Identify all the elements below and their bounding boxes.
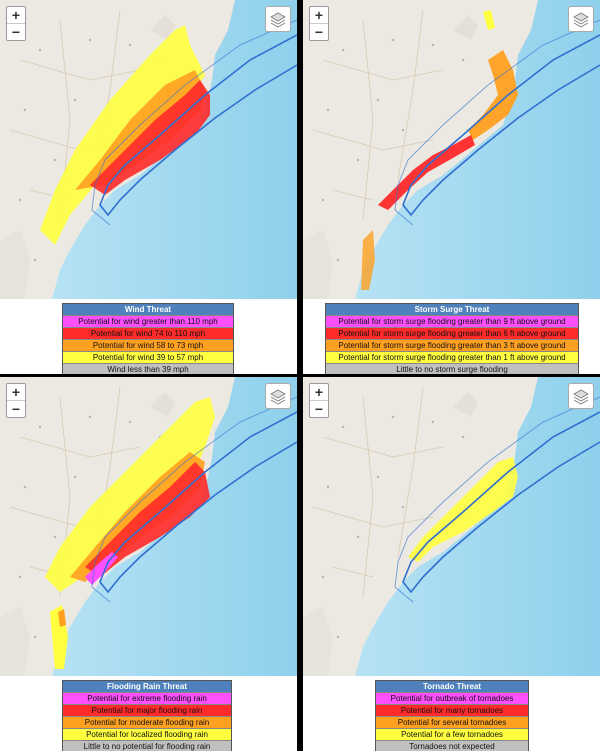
tornado-threat-panel: + − Tornado Threat Potential for outbrea…	[303, 377, 600, 751]
legend-row-none: Little to no potential for flooding rain	[63, 740, 231, 751]
layers-button[interactable]	[568, 383, 594, 409]
legend-row-moderate: Potential for moderate flooding rain	[63, 716, 231, 728]
legend-title: Tornado Threat	[376, 681, 528, 692]
wind-zoom-control: + −	[6, 6, 26, 41]
legend-row-extreme: Potential for wind greater than 110 mph	[63, 315, 233, 327]
tornado-legend: Tornado Threat Potential for outbreak of…	[303, 676, 600, 751]
legend-row-high: Potential for major flooding rain	[63, 704, 231, 716]
legend-title: Storm Surge Threat	[326, 304, 578, 315]
legend-row-elevated: Potential for wind 39 to 57 mph	[63, 351, 233, 363]
legend-row-moderate: Potential for storm surge flooding great…	[326, 339, 578, 351]
legend-row-moderate: Potential for wind 58 to 73 mph	[63, 339, 233, 351]
legend-row-high: Potential for wind 74 to 110 mph	[63, 327, 233, 339]
surge-zoom-control: + −	[309, 6, 329, 41]
legend-row-extreme: Potential for outbreak of tornadoes	[376, 692, 528, 704]
storm-surge-threat-panel: + − Storm Surge Threat Potential for sto…	[303, 0, 600, 374]
wind-legend-table: Wind Threat Potential for wind greater t…	[62, 303, 234, 374]
zoom-in-button[interactable]: +	[11, 384, 21, 400]
surge-map-canvas	[303, 0, 600, 299]
surge-legend: Storm Surge Threat Potential for storm s…	[303, 299, 600, 374]
rain-yellow-zone	[45, 397, 215, 592]
surge-red-zone	[378, 135, 475, 210]
surge-map[interactable]: + −	[303, 0, 600, 299]
rain-map[interactable]: + −	[0, 377, 297, 676]
zoom-out-button[interactable]: −	[7, 400, 25, 417]
wind-legend: Wind Threat Potential for wind greater t…	[0, 299, 297, 374]
legend-row-extreme: Potential for extreme flooding rain	[63, 692, 231, 704]
rain-south-orange	[58, 609, 66, 627]
legend-row-elevated: Potential for a few tornadoes	[376, 728, 528, 740]
rain-map-canvas	[0, 377, 297, 676]
layers-icon	[270, 12, 286, 28]
wind-red-zone	[90, 80, 210, 195]
layers-button[interactable]	[265, 383, 291, 409]
legend-row-none: Little to no storm surge flooding	[326, 363, 578, 374]
legend-row-elevated: Potential for localized flooding rain	[63, 728, 231, 740]
legend-row-moderate: Potential for several tornadoes	[376, 716, 528, 728]
wind-map[interactable]: + −	[0, 0, 297, 299]
layers-button[interactable]	[265, 6, 291, 32]
zoom-in-button[interactable]: +	[314, 7, 324, 23]
legend-title: Flooding Rain Threat	[63, 681, 231, 692]
zoom-in-button[interactable]: +	[314, 384, 324, 400]
legend-row-extreme: Potential for storm surge flooding great…	[326, 315, 578, 327]
zoom-in-button[interactable]: +	[11, 7, 21, 23]
zoom-out-button[interactable]: −	[310, 23, 328, 40]
rain-legend-table: Flooding Rain Threat Potential for extre…	[62, 680, 232, 751]
layers-icon	[573, 12, 589, 28]
wind-map-canvas	[0, 0, 297, 299]
surge-legend-table: Storm Surge Threat Potential for storm s…	[325, 303, 579, 374]
flooding-rain-threat-panel: + − Flooding Rain Threat Potential for e…	[0, 377, 297, 751]
legend-row-high: Potential for storm surge flooding great…	[326, 327, 578, 339]
legend-row-high: Potential for many tornadoes	[376, 704, 528, 716]
layers-button[interactable]	[568, 6, 594, 32]
rain-legend: Flooding Rain Threat Potential for extre…	[0, 676, 297, 751]
zoom-out-button[interactable]: −	[7, 23, 25, 40]
legend-row-none: Wind less than 39 mph	[63, 363, 233, 374]
legend-row-none: Tornadoes not expected	[376, 740, 528, 751]
rain-red-zone	[85, 462, 210, 577]
surge-yellow-north	[483, 10, 495, 30]
wind-orange-zone	[75, 70, 205, 190]
tornado-zoom-control: + −	[309, 383, 329, 418]
wind-threat-panel: + − Wind Threat Potential for wind great…	[0, 0, 297, 374]
zoom-out-button[interactable]: −	[310, 400, 328, 417]
tornado-map[interactable]: + −	[303, 377, 600, 676]
legend-title: Wind Threat	[63, 304, 233, 315]
layers-icon	[270, 389, 286, 405]
tornado-map-canvas	[303, 377, 600, 676]
surge-yellow-zone	[361, 230, 375, 290]
rain-zoom-control: + −	[6, 383, 26, 418]
tornado-legend-table: Tornado Threat Potential for outbreak of…	[375, 680, 529, 751]
layers-icon	[573, 389, 589, 405]
legend-row-elevated: Potential for storm surge flooding great…	[326, 351, 578, 363]
